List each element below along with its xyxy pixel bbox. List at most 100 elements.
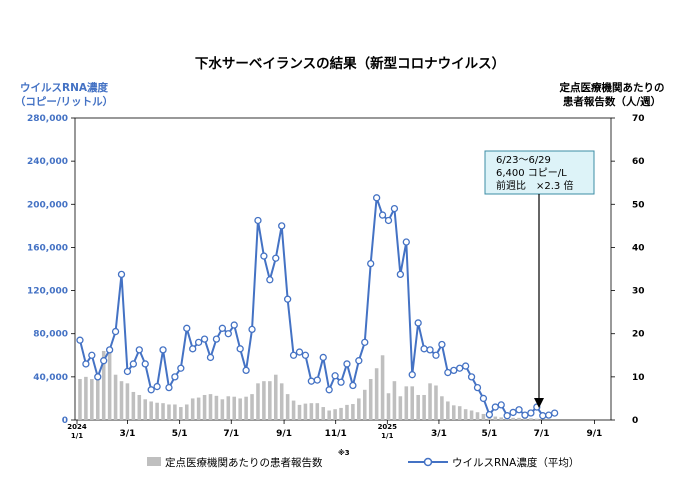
y-right-label-1: 定点医療機関あたりの — [559, 81, 665, 94]
y-left-label-1: ウイルスRNA濃度 — [20, 81, 108, 94]
rna-point — [283, 295, 292, 303]
x-tick-label: 3/1 — [120, 429, 136, 439]
bar — [457, 406, 462, 420]
bar — [279, 383, 284, 420]
rna-point — [497, 401, 505, 409]
bar — [184, 404, 189, 420]
rna-point — [230, 321, 238, 329]
rna-point — [408, 371, 416, 379]
line-series — [76, 194, 559, 420]
rna-point — [218, 324, 227, 332]
y-left-tick-label: 280,000 — [27, 114, 68, 124]
rna-point — [432, 351, 440, 359]
legend-line-marker — [423, 457, 433, 467]
rna-point — [367, 259, 375, 268]
y-left-tick-label: 160,000 — [27, 243, 68, 253]
rna-point — [479, 394, 488, 403]
rna-point — [183, 324, 191, 332]
rna-point — [390, 204, 399, 213]
bar — [232, 396, 237, 420]
x-tick-label: 3/1 — [431, 429, 447, 439]
rna-point — [147, 386, 155, 394]
bar-series — [78, 350, 539, 420]
x-tick-label: 11/1 — [325, 429, 347, 439]
bar — [190, 398, 195, 420]
rna-point — [236, 345, 244, 353]
y-right-tick-label: 20 — [632, 330, 645, 340]
rna-point — [289, 351, 298, 359]
rna-point — [141, 360, 149, 368]
bar — [517, 417, 521, 420]
y-left-tick-label: 0 — [62, 416, 68, 426]
x-tick-label: 5/1 — [172, 429, 188, 439]
rna-point — [200, 335, 209, 343]
y-left-tick-label: 40,000 — [33, 373, 68, 383]
rna-point — [123, 367, 132, 376]
rna-point — [88, 351, 96, 359]
callout-line-3: 前週比 ×2.3 倍 — [496, 179, 573, 192]
bar — [392, 381, 397, 420]
bar — [416, 394, 420, 420]
bar — [244, 396, 248, 420]
rna-point — [313, 376, 321, 384]
bar — [523, 418, 527, 420]
callout-line-1: 6/23～6/29 — [496, 155, 551, 166]
y-right-tick-label: 40 — [632, 243, 645, 253]
rna-point — [414, 319, 422, 327]
x-tick-label: 9/1 — [586, 429, 602, 439]
rna-point — [212, 335, 221, 343]
rna-point — [135, 346, 143, 354]
rna-point — [473, 383, 482, 392]
bar — [202, 394, 207, 420]
rna-point — [111, 327, 120, 336]
bar — [321, 407, 326, 420]
rna-point — [165, 383, 173, 392]
y-right-tick-label: 0 — [632, 416, 638, 426]
y-right-tick-label: 70 — [632, 114, 645, 124]
rna-point — [295, 348, 304, 356]
rna-point — [355, 357, 363, 365]
rna-point — [361, 338, 369, 346]
bar — [499, 417, 504, 420]
rna-point — [254, 216, 262, 225]
y-right-tick-label: 60 — [632, 157, 645, 167]
rna-point — [521, 411, 529, 419]
rna-point — [396, 270, 405, 279]
bar — [422, 394, 426, 420]
bar — [149, 401, 153, 420]
bar — [262, 381, 266, 420]
rna-point — [461, 362, 470, 370]
y-right-tick-label: 10 — [632, 373, 645, 383]
bar — [362, 389, 367, 420]
bar — [179, 407, 183, 420]
rna-point — [325, 386, 333, 394]
bar — [535, 418, 539, 420]
bar — [357, 398, 361, 420]
y-left-tick-label: 240,000 — [27, 157, 68, 167]
rna-point — [189, 345, 197, 353]
rna-point — [177, 364, 185, 372]
bar — [250, 394, 254, 420]
chart-title: 下水サーベイランスの結果（新型コロナウイルス） — [195, 55, 505, 72]
bar — [256, 383, 260, 420]
callout: 6/23～6/29 6,400 コピー/L 前週比 ×2.3 倍 — [484, 150, 595, 408]
callout-line-2: 6,400 コピー/L — [496, 167, 567, 179]
bar — [374, 368, 379, 420]
rna-point — [94, 373, 102, 381]
bar — [481, 413, 486, 420]
legend-bar-swatch — [147, 457, 161, 466]
rna-point — [76, 336, 84, 344]
rna-point — [438, 340, 446, 349]
bar — [125, 383, 130, 420]
bar — [309, 403, 314, 420]
rna-point — [301, 351, 310, 359]
bar — [428, 383, 432, 420]
bar — [327, 410, 331, 420]
bar — [434, 385, 438, 420]
y-right-tick-label: 30 — [632, 287, 645, 297]
bar — [78, 379, 82, 420]
bar — [273, 374, 278, 420]
bar — [297, 404, 302, 420]
bar — [113, 374, 118, 420]
bar — [220, 399, 225, 420]
